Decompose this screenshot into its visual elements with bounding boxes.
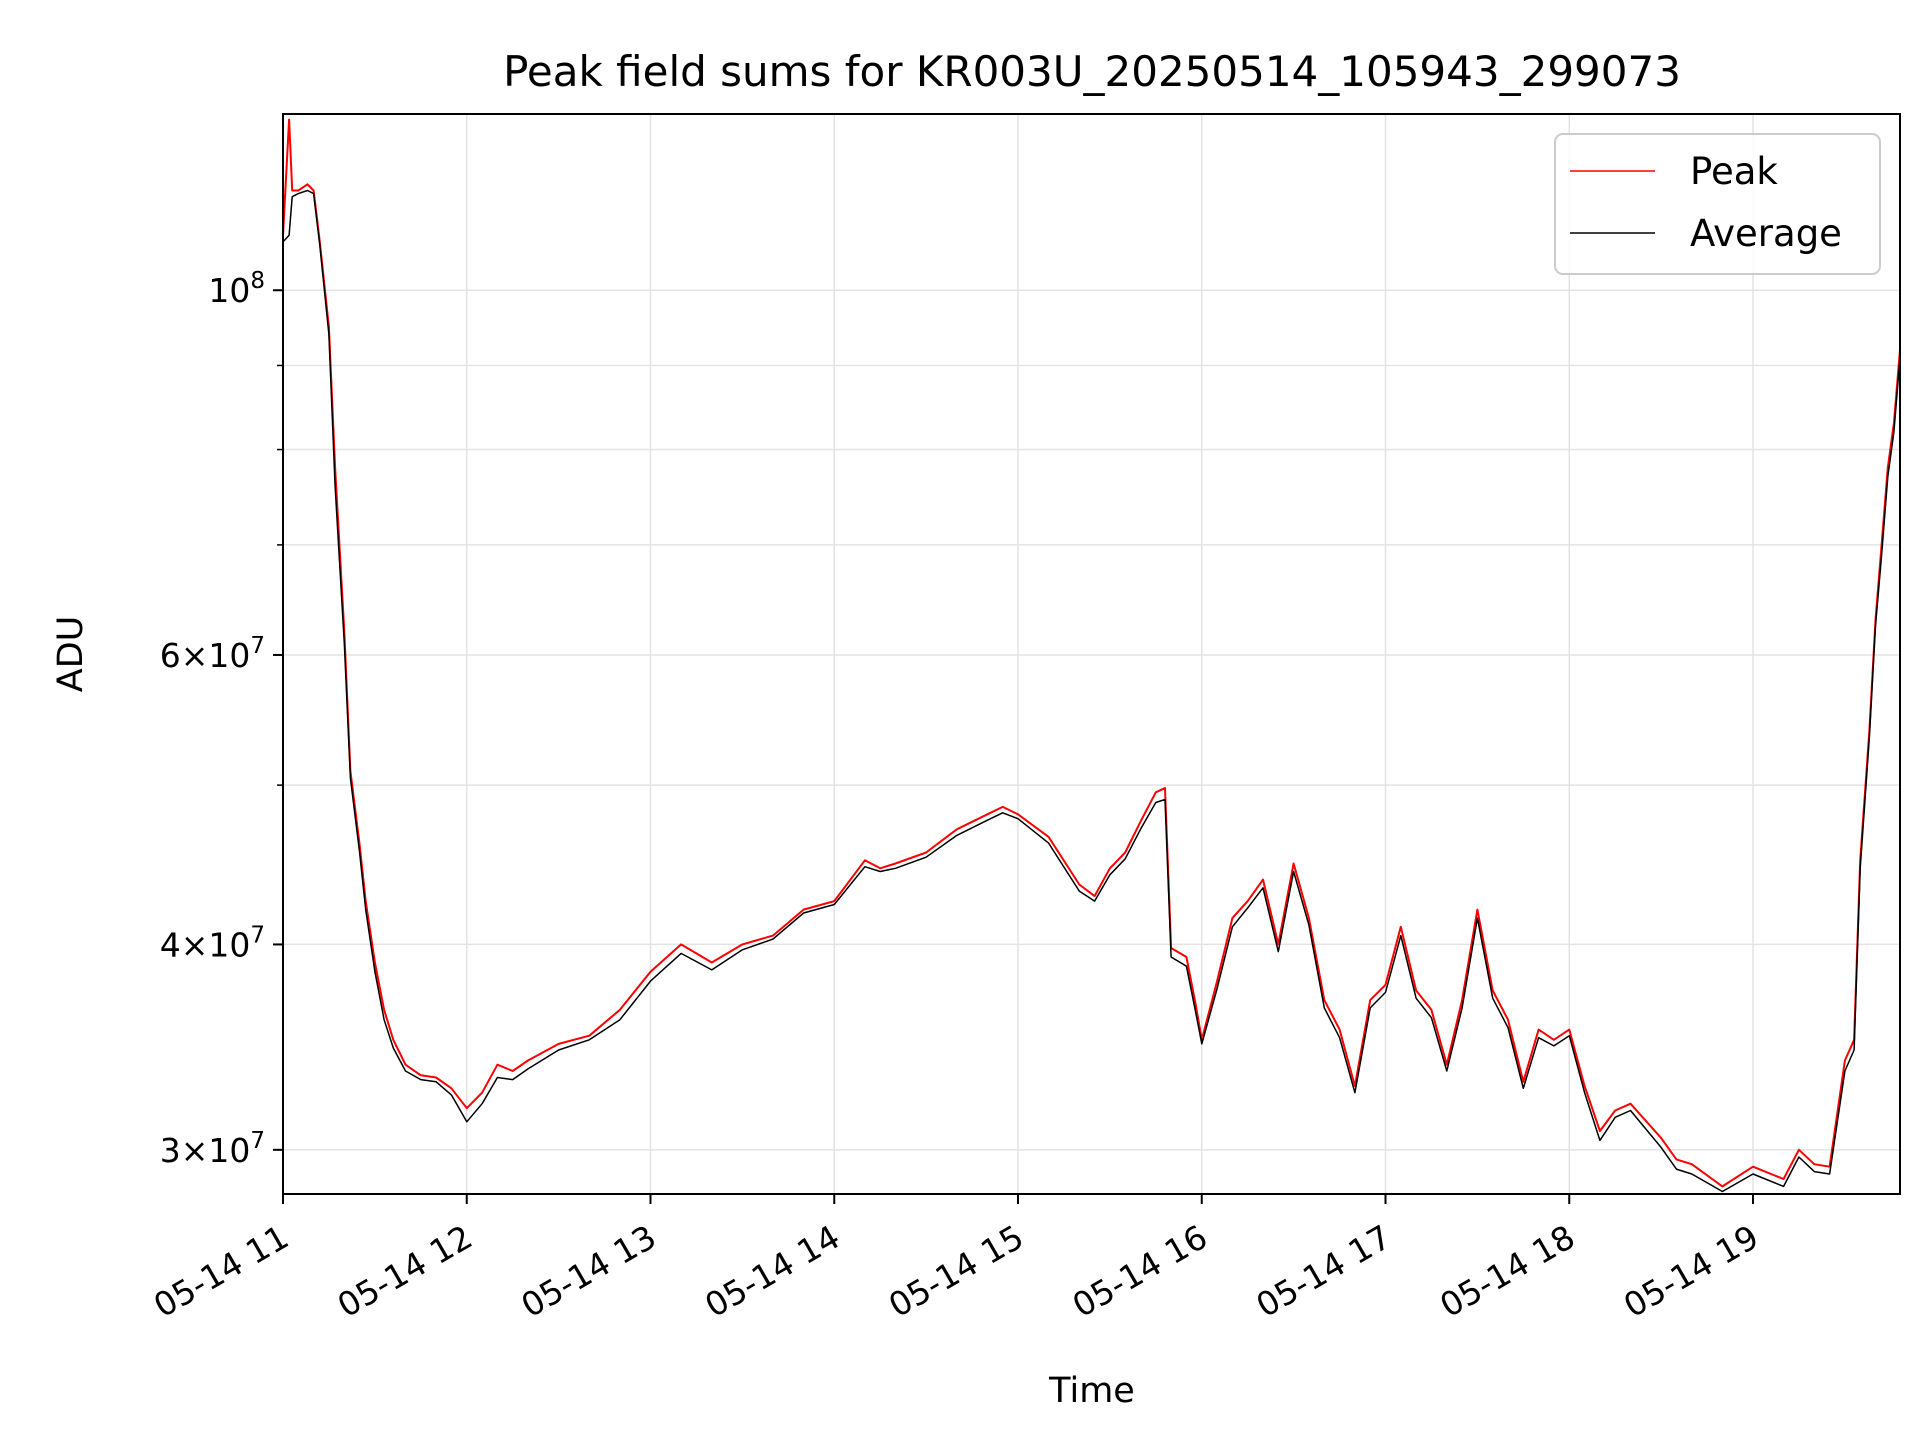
series-line-peak <box>282 118 1901 1188</box>
legend-box <box>1554 133 1881 275</box>
grid <box>282 114 1900 1194</box>
chart-title: Peak field sums for KR003U_20250514_1059… <box>503 47 1681 96</box>
x-axis-label: Time <box>1048 1371 1135 1411</box>
y-tick-label: 108 <box>208 268 265 310</box>
legend-average-label: Average <box>1690 212 1842 255</box>
series-line-average <box>282 189 1901 1193</box>
legend-peak-label: Peak <box>1690 150 1778 193</box>
y-tick-label: 4×107 <box>160 922 265 964</box>
series-layer <box>282 118 1901 1193</box>
y-axis-label: ADU <box>51 616 91 693</box>
y-tick-label: 3×107 <box>160 1128 265 1170</box>
y-tick-label: 6×107 <box>160 633 265 675</box>
legend: Peak Average <box>1554 133 1881 275</box>
y-axis: 3×107 4×107 6×107 108 <box>160 268 283 1170</box>
